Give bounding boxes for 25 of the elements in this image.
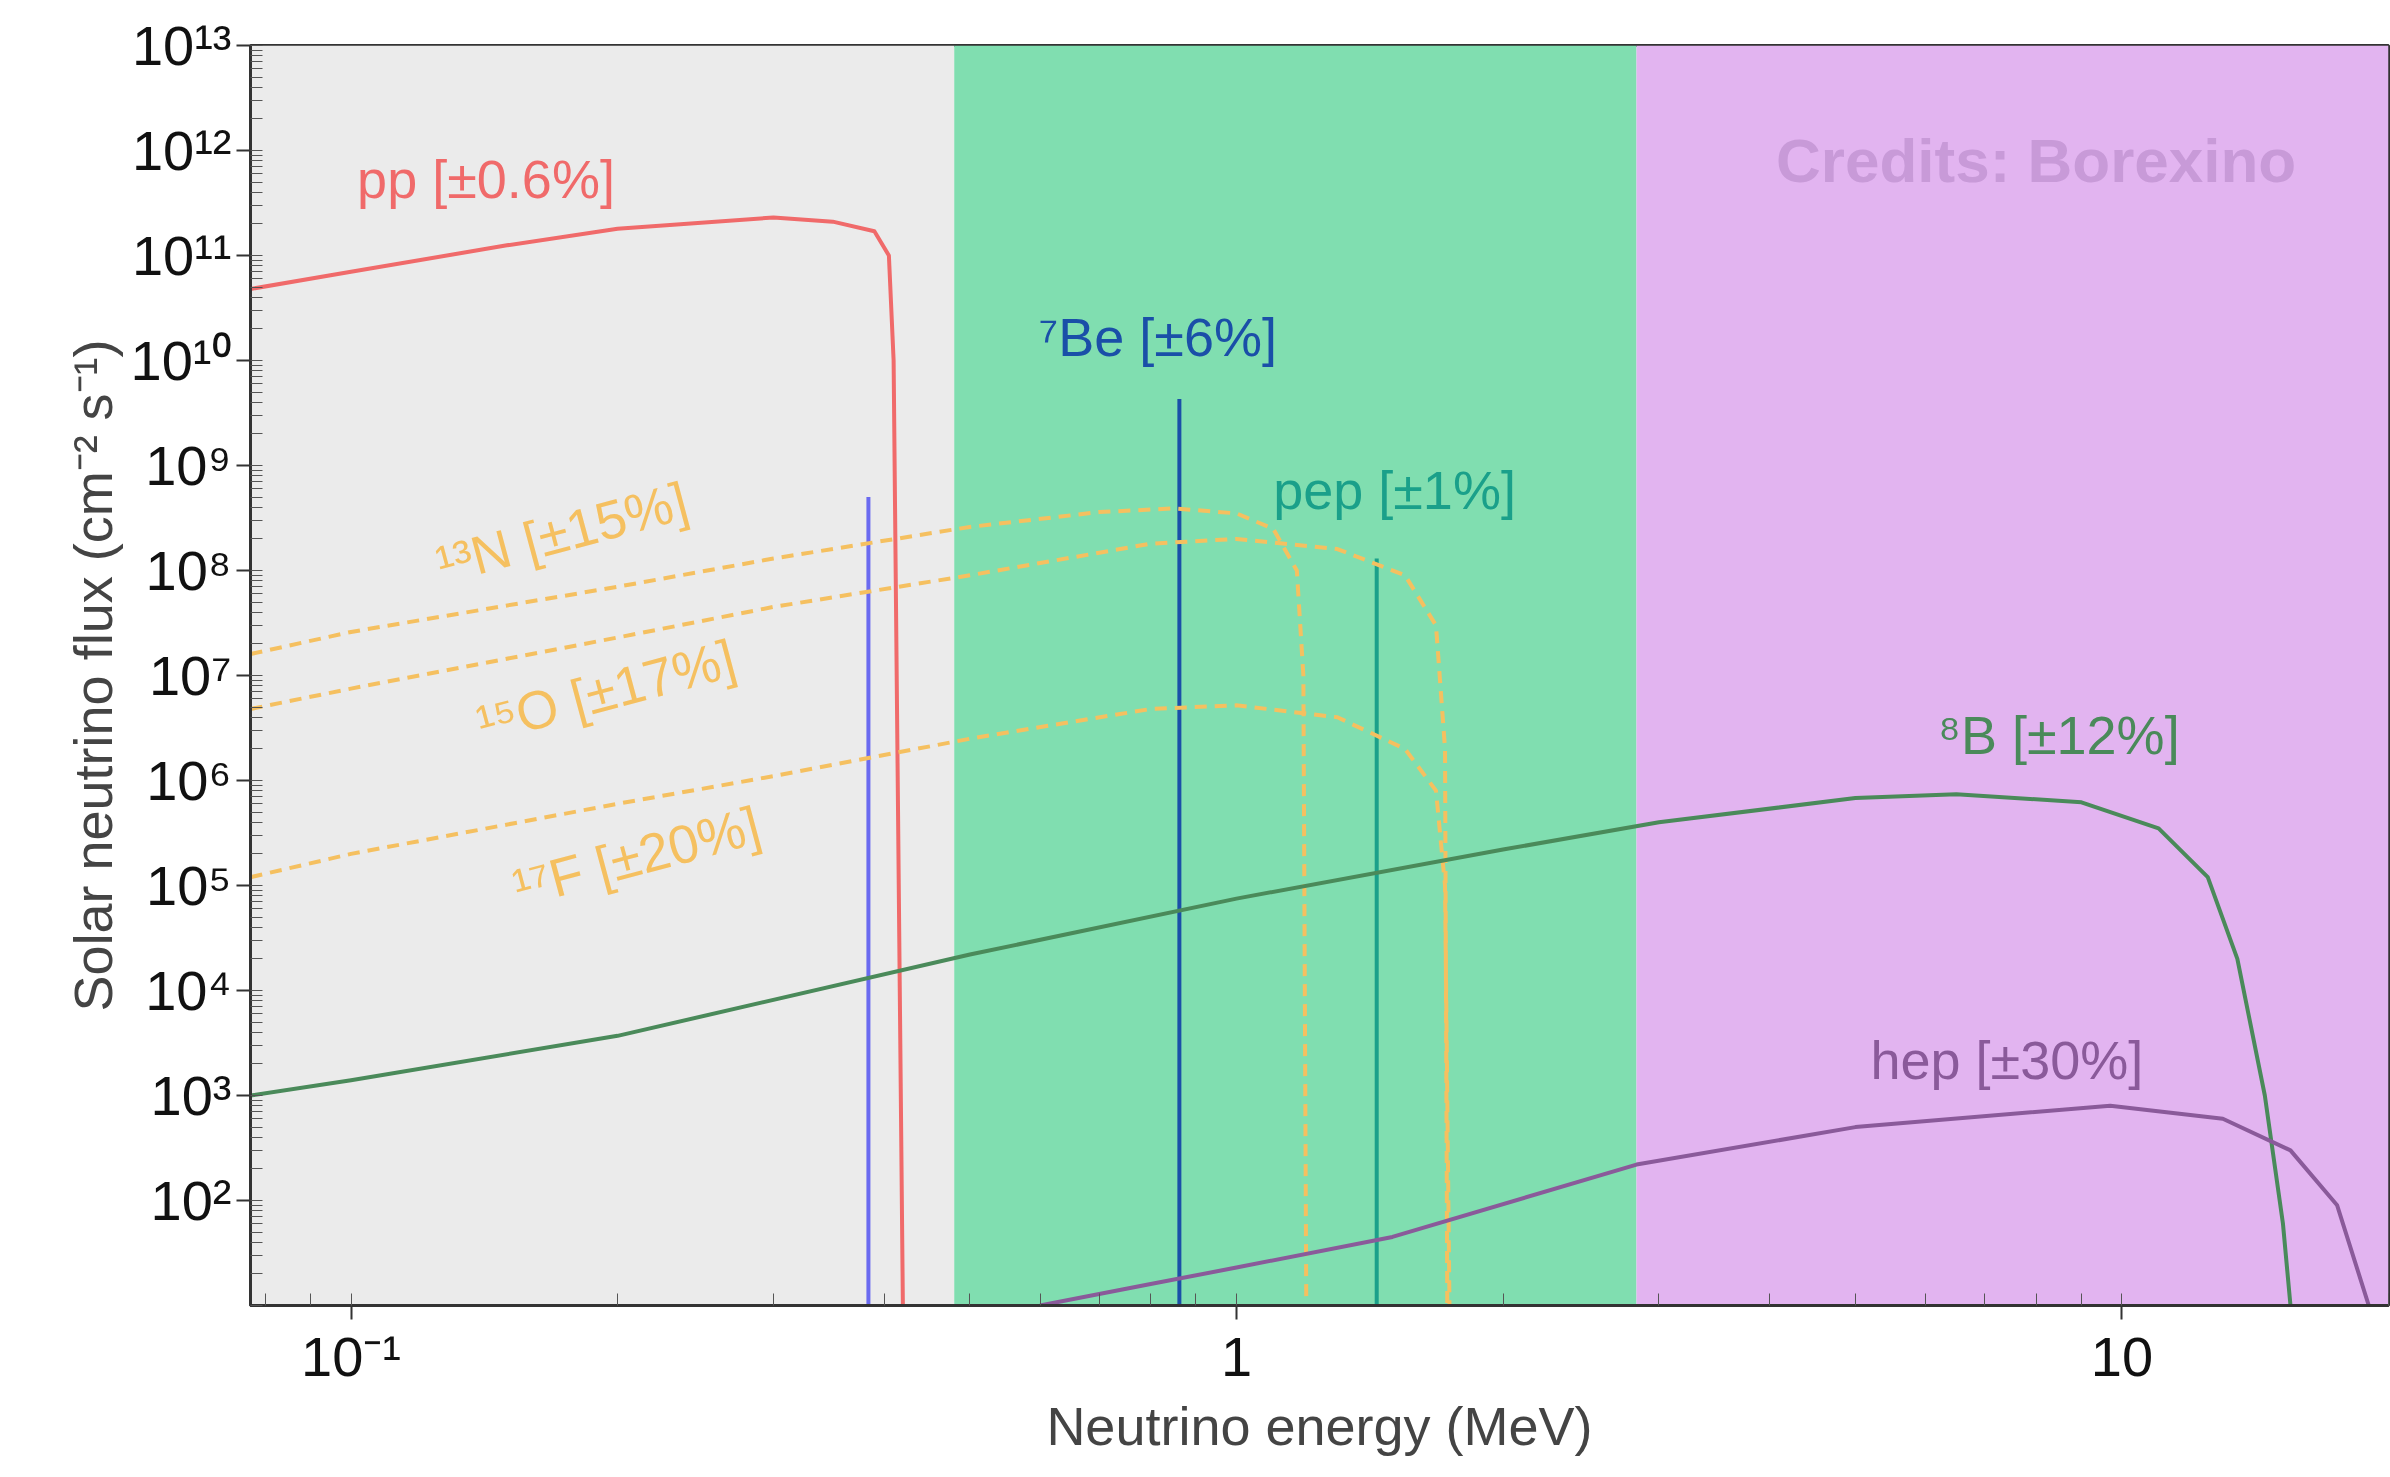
series-label: ⁸B [±12%] xyxy=(1938,705,2180,766)
y-tick-label: 10¹³ xyxy=(131,14,232,77)
text: ¹³N [±15%] xyxy=(429,470,695,595)
y-tick-label: 10¹² xyxy=(131,119,232,182)
x-tick-label: 10 xyxy=(2090,1324,2154,1388)
x-tick-label: 1 xyxy=(1220,1324,1253,1388)
series-label: pp [±0.6%] xyxy=(357,148,615,209)
y-tick-label: 10⁸ xyxy=(145,539,232,602)
y-tick-label: 10⁷ xyxy=(148,644,232,707)
x-tick-label: 10⁻¹ xyxy=(301,1324,401,1388)
text: ¹⁷F [±20%] xyxy=(506,794,767,918)
y-tick-label: 10¹⁰ xyxy=(130,329,232,392)
y-tick-label: 10⁴ xyxy=(145,959,232,1022)
y-tick-label: 10⁶ xyxy=(146,749,232,812)
text: ¹⁵O [±17%] xyxy=(470,627,742,755)
y-tick-label: 10² xyxy=(150,1169,232,1232)
y-axis-title: Solar neutrino flux (cm⁻² s⁻¹) xyxy=(62,339,123,1012)
series-label: ⁷Be [±6%] xyxy=(1038,307,1278,368)
series-label: hep [±30%] xyxy=(1870,1029,2144,1090)
series-label: pep [±1%] xyxy=(1273,459,1516,520)
y-tick-label: 10⁵ xyxy=(146,854,232,917)
x-axis-title: Neutrino energy (MeV) xyxy=(1046,1395,1593,1456)
y-tick-label: 10⁹ xyxy=(145,434,232,497)
y-tick-label: 10¹¹ xyxy=(131,224,232,287)
y-tick-label: 10³ xyxy=(150,1064,232,1127)
